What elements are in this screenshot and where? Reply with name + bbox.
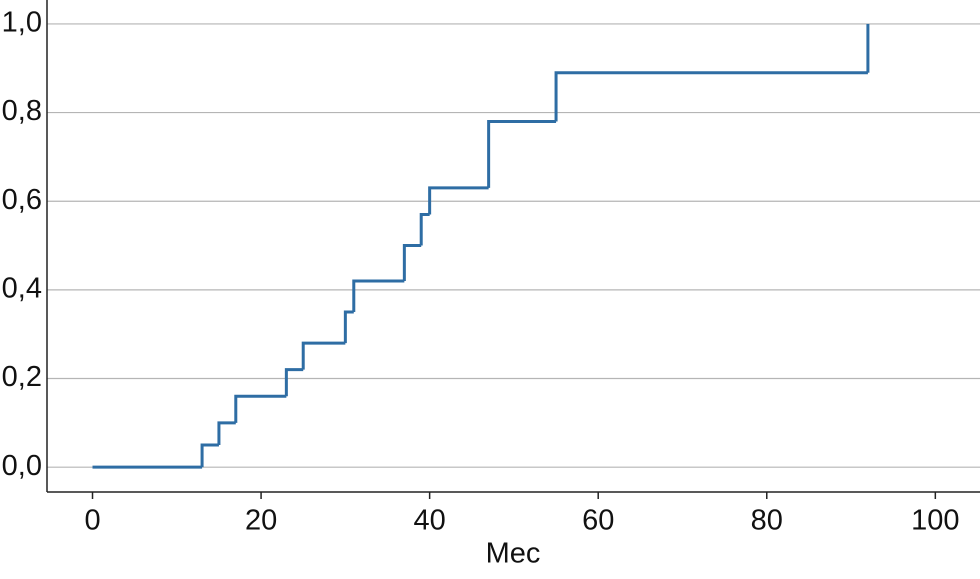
step-segment [554, 71, 868, 122]
y-tick-label: 0,6 [2, 184, 42, 216]
step-segment [402, 244, 422, 282]
step-segment [301, 341, 346, 370]
y-tick-label: 0,4 [2, 273, 42, 305]
y-tick-label: 0,8 [2, 95, 42, 127]
x-tick-label: 60 [582, 505, 614, 537]
step-segment [487, 119, 557, 188]
y-tick-label: 1,0 [2, 7, 42, 39]
x-tick-label: 20 [245, 505, 277, 537]
step-segment [217, 421, 236, 446]
y-tick-label: 0,2 [2, 361, 42, 393]
step-segment [428, 186, 489, 215]
y-tick-label: 0,0 [2, 450, 42, 482]
x-axis-label: Mec [486, 538, 541, 570]
x-tick-label: 0 [84, 505, 100, 537]
step-segment [234, 394, 287, 423]
step-segment [200, 443, 219, 468]
x-tick-label: 40 [414, 505, 446, 537]
step-segment [419, 213, 430, 246]
x-tick-label: 100 [911, 505, 959, 537]
x-tick-label: 80 [751, 505, 783, 537]
step-segment [352, 279, 405, 313]
step-segment [284, 368, 304, 397]
step-segment [343, 310, 354, 344]
